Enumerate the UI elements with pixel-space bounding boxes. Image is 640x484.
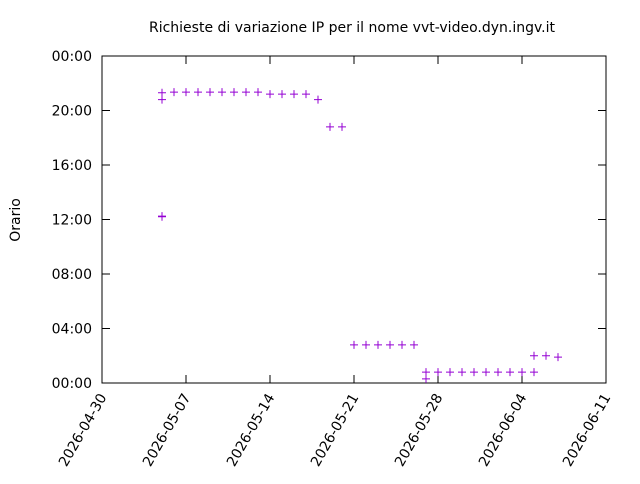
point [170, 88, 178, 97]
point [494, 368, 502, 377]
point [314, 95, 322, 104]
point [422, 368, 430, 377]
point [206, 88, 214, 97]
y-tick-label: 00:00 [52, 49, 92, 65]
point [278, 90, 286, 99]
point [266, 90, 274, 99]
point [158, 212, 166, 221]
point [410, 340, 418, 349]
point [434, 368, 442, 377]
point [518, 368, 526, 377]
point [338, 122, 346, 131]
point [530, 351, 538, 360]
point [350, 340, 358, 349]
point [458, 368, 466, 377]
point [542, 351, 550, 360]
point [362, 340, 370, 349]
y-tick-label: 20:00 [52, 104, 92, 120]
chart-title: Richieste di variazione IP per il nome v… [149, 20, 556, 36]
y-tick-label: 16:00 [52, 158, 92, 174]
point [290, 90, 298, 99]
y-tick-label: 00:00 [52, 376, 92, 392]
point [326, 122, 334, 131]
point [254, 88, 262, 97]
point [158, 95, 166, 104]
point [374, 340, 382, 349]
y-tick-label: 08:00 [52, 267, 92, 283]
point [242, 88, 250, 97]
point [302, 90, 310, 99]
point [554, 353, 562, 362]
point [422, 374, 430, 383]
point [506, 368, 514, 377]
y-tick-label: 12:00 [52, 213, 92, 229]
point [398, 340, 406, 349]
point [158, 88, 166, 97]
y-tick-label: 04:00 [52, 322, 92, 338]
point [446, 368, 454, 377]
point [218, 88, 226, 97]
point [182, 88, 190, 97]
point [482, 368, 490, 377]
y-axis-label: Orario [8, 198, 24, 242]
point [194, 88, 202, 97]
point [230, 88, 238, 97]
point [470, 368, 478, 377]
point [530, 368, 538, 377]
point [386, 340, 394, 349]
